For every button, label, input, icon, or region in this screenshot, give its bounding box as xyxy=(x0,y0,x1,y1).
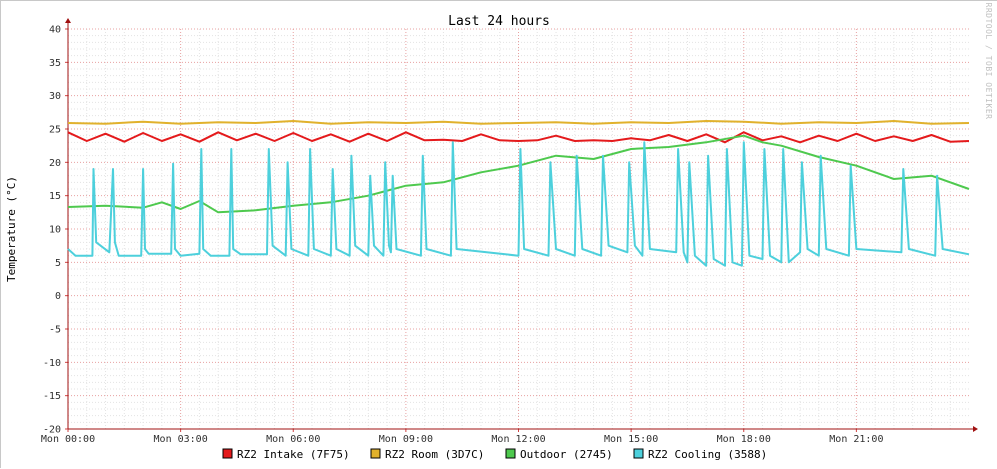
series-line-3 xyxy=(67,141,970,267)
y-tick-label: 30 xyxy=(49,91,61,102)
y-tick-label: 25 xyxy=(49,125,61,136)
legend-swatch xyxy=(505,448,516,459)
series-line-2 xyxy=(67,134,970,214)
y-tick-label: 0 xyxy=(55,291,61,302)
x-tick-label: Mon 09:00 xyxy=(379,434,433,445)
series-line-0 xyxy=(67,131,970,144)
x-axis-arrow xyxy=(973,426,978,432)
legend-swatch xyxy=(633,448,644,459)
y-axis-arrow xyxy=(65,18,71,23)
series-line-1 xyxy=(67,120,970,125)
x-tick-label: Mon 06:00 xyxy=(266,434,320,445)
y-tick-label: 5 xyxy=(55,258,61,269)
axes: -20 -15 -10 -5 0 5 10 15 20 25 30 35 40 Mon 00:00 Mon … xyxy=(41,18,978,445)
legend-label: RZ2 Room (3D7C) xyxy=(385,448,484,461)
x-tick-label: Mon 18:00 xyxy=(717,434,771,445)
x-tick-label: Mon 03:00 xyxy=(154,434,208,445)
legend-swatch xyxy=(370,448,381,459)
legend-swatch xyxy=(222,448,233,459)
y-tick-label: 10 xyxy=(49,225,61,236)
y-axis-label: Temperature (°C) xyxy=(5,176,18,282)
y-tick-label: -20 xyxy=(43,425,61,436)
y-tick-label: 20 xyxy=(49,158,61,169)
legend-label: RZ2 Intake (7F75) xyxy=(237,448,350,461)
y-tick-label: -15 xyxy=(43,391,61,402)
x-tick-label: Mon 12:00 xyxy=(491,434,545,445)
series-lines xyxy=(67,120,970,267)
y-tick-label: -10 xyxy=(43,358,61,369)
y-tick-label: 35 xyxy=(49,58,61,69)
x-tick-label: Mon 00:00 xyxy=(41,434,95,445)
y-tick-label: 40 xyxy=(49,25,61,36)
x-tick-label: Mon 15:00 xyxy=(604,434,658,445)
x-tick-label: Mon 21:00 xyxy=(829,434,883,445)
y-tick-label: 15 xyxy=(49,191,61,202)
y-tick-label: -5 xyxy=(49,325,61,336)
rrdtool-watermark: RRDTOOL / TOBI OETIKER xyxy=(984,3,993,120)
chart-title: Last 24 hours xyxy=(448,14,550,29)
legend-label: Outdoor (2745) xyxy=(520,448,613,461)
legend-label: RZ2 Cooling (3588) xyxy=(648,448,767,461)
legend: RZ2 Intake (7F75) RZ2 Room (3D7C) Outdoor … xyxy=(222,448,767,461)
